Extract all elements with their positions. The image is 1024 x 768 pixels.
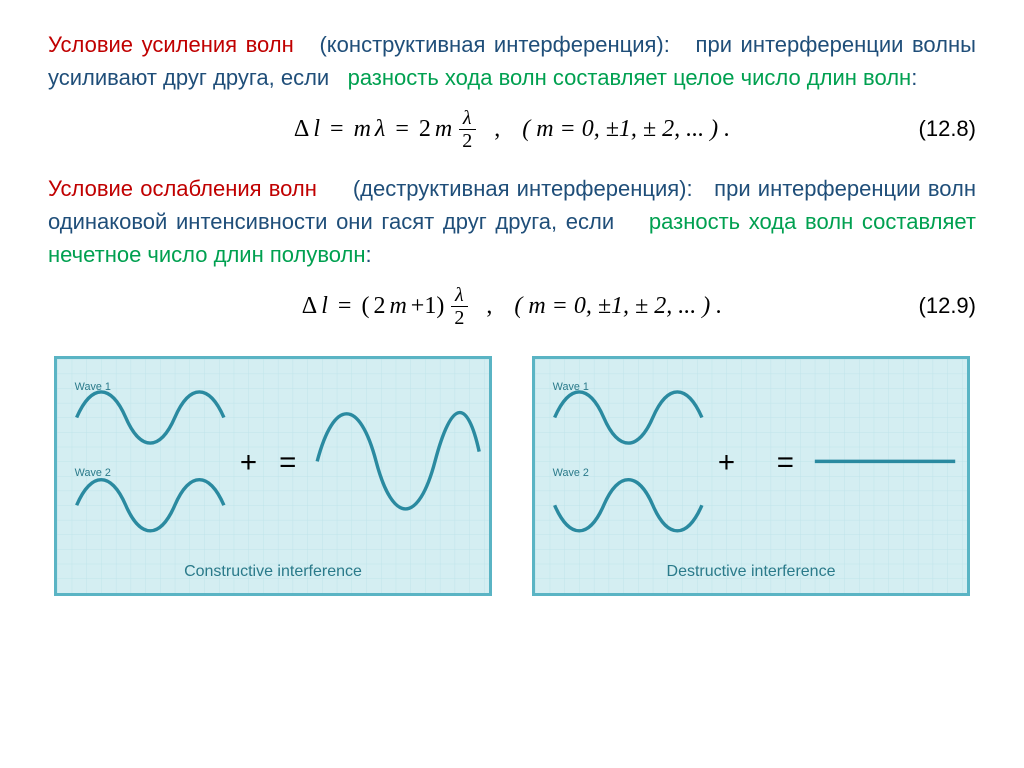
constructive-paragraph: Условие усиления волн (конструктивная ин… — [48, 28, 976, 94]
figure-destructive: Wave 1 Wave 2 + = Destructive interferen… — [532, 356, 970, 596]
equation-12-8: Δl = mλ = 2m λ2 , ( m = 0, ±1, ± 2, ... … — [48, 104, 976, 154]
destructive-paren: (деструктивная интерференция): — [353, 176, 693, 201]
destructive-heading: Условие ослабления волн — [48, 176, 317, 201]
wave2-label: Wave 2 — [75, 467, 111, 479]
constructive-caption: Constructive interference — [57, 563, 489, 581]
constructive-condition: разность хода волн составляет целое числ… — [348, 65, 912, 90]
constructive-paren: (конструктивная интерференция): — [319, 32, 669, 57]
destructive-caption: Destructive interference — [535, 563, 967, 581]
figures-row: Wave 1 Wave 2 + = Constructive interfere… — [48, 356, 976, 596]
plus-sign: + — [240, 446, 257, 479]
destructive-paragraph: Условие ослабления волн (деструктивная и… — [48, 172, 976, 271]
constructive-heading: Условие усиления волн — [48, 32, 294, 57]
plus-sign: + — [718, 446, 735, 479]
figure-constructive: Wave 1 Wave 2 + = Constructive interfere… — [54, 356, 492, 596]
eq1-condition: ( m = 0, ±1, ± 2, ... ) . — [522, 116, 730, 143]
wave2-label: Wave 2 — [553, 467, 589, 479]
equation-12-9: Δl = (2m+1) λ2 , ( m = 0, ±1, ± 2, ... )… — [48, 281, 976, 331]
eq2-number: (12.9) — [919, 293, 976, 319]
eq1-number: (12.8) — [919, 116, 976, 142]
eq2-condition: ( m = 0, ±1, ± 2, ... ) . — [514, 293, 722, 320]
equals-sign: = — [279, 446, 296, 479]
equals-sign: = — [777, 446, 794, 479]
